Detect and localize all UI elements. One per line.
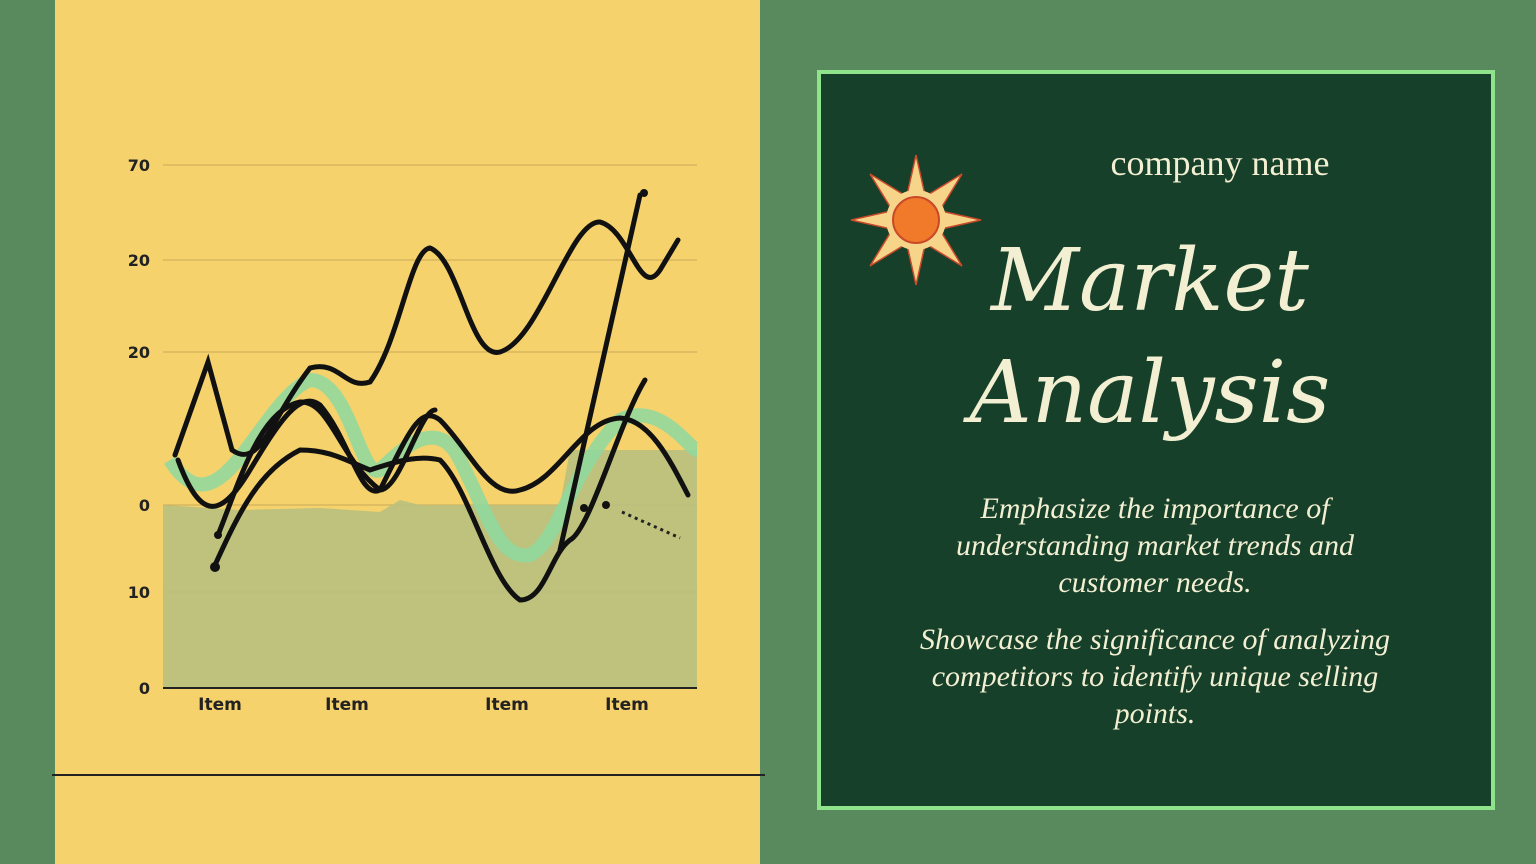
x-tick-label: Item [605, 695, 649, 715]
dots [210, 189, 648, 572]
company-name: company name [1110, 143, 1330, 183]
y-tick-label: 0 [139, 679, 150, 698]
body-text: Emphasize the importance of understandin… [955, 492, 1355, 599]
title: Market Analysis [969, 231, 1331, 443]
x-tick-label: Item [198, 695, 242, 715]
y-tick-label: 70 [128, 156, 150, 175]
lines [172, 192, 691, 603]
y-tick-label: 0 [139, 496, 150, 515]
body-text: Showcase the significance of analyzing c… [920, 623, 1390, 730]
tick-labels: 70 20 20 0 10 0 Item Item Item Item [128, 156, 649, 715]
y-tick-label: 20 [128, 251, 150, 270]
x-tick-label: Item [485, 695, 529, 715]
sun-icon [850, 154, 982, 286]
x-tick-label: Item [325, 695, 369, 715]
y-tick-label: 20 [128, 343, 150, 362]
y-tick-label: 10 [128, 583, 150, 602]
line-green [164, 372, 700, 563]
